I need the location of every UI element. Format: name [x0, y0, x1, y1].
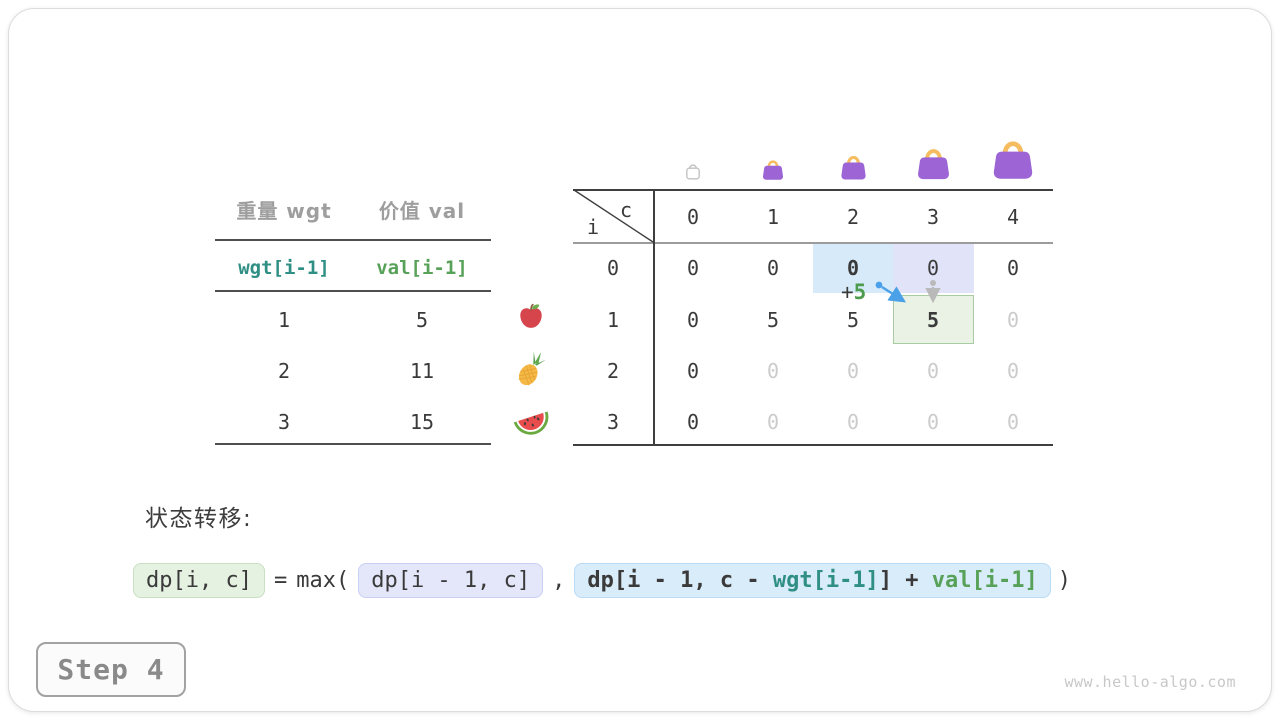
- dp-row-i1: 1 0 5 5 5 0: [573, 306, 1053, 334]
- items-row-3: 3 15: [215, 408, 491, 436]
- state-transition-formula: dp[i, c] = max( dp[i - 1, c] , dp[i - 1,…: [133, 560, 1071, 600]
- dp-cell-3-2: 0: [846, 410, 860, 434]
- formula-arg2: dp[i - 1, c - wgt[i-1]] + val[i-1]: [574, 562, 1051, 598]
- dp-line-header: [573, 242, 1053, 244]
- pineapple-icon: [510, 349, 552, 391]
- step-badge: Step 4: [36, 642, 186, 697]
- items-table-header: 重量 wgt 价值 val: [215, 197, 491, 225]
- dp-row-header-0: 0: [606, 256, 620, 280]
- item-weight: 3: [277, 410, 291, 434]
- plus-sign: +: [841, 280, 854, 304]
- dp-cell-1-4: 0: [1006, 308, 1020, 332]
- bag-icon-1: [761, 157, 785, 181]
- items-col-header-0: 重量 wgt: [236, 199, 332, 223]
- items-var-0: wgt[i-1]: [238, 257, 330, 279]
- dp-cell-2-2: 0: [846, 359, 860, 383]
- dp-cell-2-1: 0: [766, 359, 780, 383]
- dp-col-header-2: 2: [846, 205, 860, 229]
- formula-arg2-part-3: val[i-1]: [931, 567, 1038, 593]
- watermark: www.hello-algo.com: [1064, 673, 1236, 691]
- dp-col-header-3: 3: [926, 205, 940, 229]
- dp-col-headers: 0 1 2 3 4: [653, 203, 1053, 231]
- item-value: 15: [409, 410, 435, 434]
- dp-cell-0-4: 0: [1006, 256, 1020, 280]
- dp-cell-0-0: 0: [686, 256, 700, 280]
- bag-outline-icon-0: [684, 161, 702, 181]
- bag-icon-3: [915, 144, 952, 181]
- formula-arg2-part-0: dp[i - 1, c -: [587, 567, 773, 593]
- dp-cell-2-0: 0: [686, 359, 700, 383]
- dp-cell-1-1: 5: [766, 308, 780, 332]
- dp-cell-2-4: 0: [1006, 359, 1020, 383]
- dp-row-header-2: 2: [606, 359, 620, 383]
- items-table-line-mid: [215, 290, 491, 292]
- formula-lhs: dp[i, c]: [133, 562, 265, 598]
- item-value: 5: [415, 308, 429, 332]
- dp-col-header-0: 0: [686, 205, 700, 229]
- transition-add-value-label: +5: [841, 282, 866, 303]
- item-value: 11: [409, 359, 435, 383]
- dp-cell-3-4: 0: [1006, 410, 1020, 434]
- formula-close-paren: ): [1057, 567, 1072, 593]
- dp-cell-3-3: 0: [926, 410, 940, 434]
- items-col-header-1: 价值 val: [378, 199, 466, 223]
- formula-arg1: dp[i - 1, c]: [358, 562, 544, 598]
- dp-cell-0-3: 0: [926, 256, 940, 280]
- dp-corner-row-var: i: [587, 215, 600, 239]
- formula-max-open: max(: [296, 567, 350, 593]
- dp-cell-0-2: 0: [846, 256, 860, 280]
- items-row-2: 2 11: [215, 357, 491, 385]
- formula-equals: =: [273, 567, 288, 593]
- formula-comma: ,: [552, 567, 566, 593]
- dp-col-header-1: 1: [766, 205, 780, 229]
- dp-row-i0: 0 0 0 0 0 0: [573, 254, 1053, 282]
- items-var-1: val[i-1]: [376, 257, 468, 279]
- dp-cell-2-3: 0: [926, 359, 940, 383]
- dp-row-i3: 3 0 0 0 0 0: [573, 408, 1053, 436]
- item-weight: 1: [277, 308, 291, 332]
- apple-icon: [516, 302, 546, 332]
- items-table-line-top: [215, 239, 491, 241]
- dp-cell-0-1: 0: [766, 256, 780, 280]
- dp-cell-1-2: 5: [846, 308, 860, 332]
- dp-cell-3-0: 0: [686, 410, 700, 434]
- bag-icon-2: [839, 152, 868, 181]
- dp-line-top: [573, 189, 1053, 191]
- dp-line-vertical: [653, 189, 655, 446]
- state-transition-label: 状态转移:: [145, 506, 253, 532]
- dp-row-i2: 2 0 0 0 0 0: [573, 357, 1053, 385]
- item-weight: 2: [277, 359, 291, 383]
- dp-row-header-3: 3: [606, 410, 620, 434]
- formula-arg2-part-2: ] +: [878, 567, 932, 593]
- dp-col-header-4: 4: [1006, 205, 1020, 229]
- dp-cell-1-3: 5: [926, 308, 940, 332]
- watermelon-icon: [510, 400, 553, 443]
- dp-cell-3-1: 0: [766, 410, 780, 434]
- dp-row-header-1: 1: [606, 308, 620, 332]
- dp-cell-1-0: 0: [686, 308, 700, 332]
- items-table-line-bottom: [215, 443, 491, 445]
- dp-line-bottom: [573, 444, 1053, 446]
- items-var-row: wgt[i-1] val[i-1]: [215, 254, 491, 282]
- dp-corner-col-var: c: [620, 198, 633, 222]
- added-value: 5: [853, 280, 867, 304]
- formula-arg2-part-1: wgt[i-1]: [772, 567, 879, 593]
- bag-icon-4: [990, 135, 1036, 181]
